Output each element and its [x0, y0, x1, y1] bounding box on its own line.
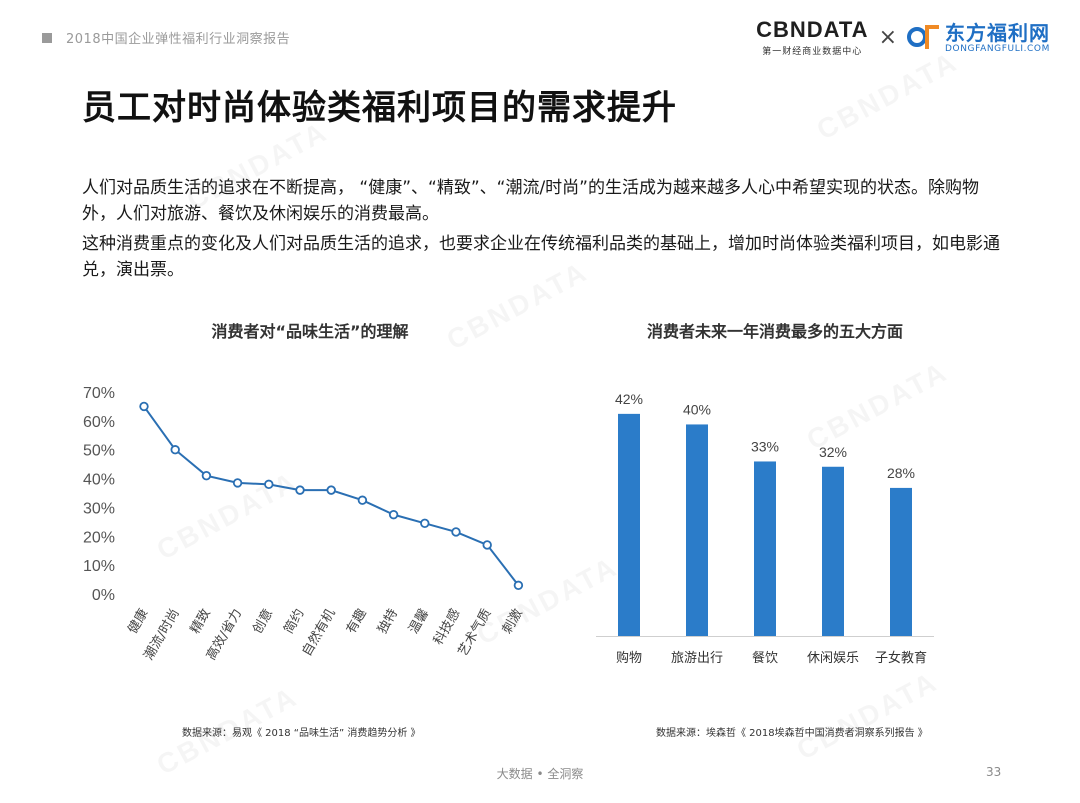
header-square-icon [42, 32, 52, 43]
dongfangfuli-logo-en: DONGFANGFULI.COM [945, 43, 1050, 54]
y-tick-label: 40% [83, 472, 115, 489]
data-point-有趣 [357, 495, 368, 505]
x-tick-label: 旅游出行 [671, 651, 723, 666]
line-chart-title: 消费者对“品味生活”的理解 [211, 322, 409, 341]
intro-paragraph-2: 这种消费重点的变化及人们对品质生活的追求，也要求企业在传统福利品类的基础上，增加… [82, 234, 1000, 280]
x-tick-label: 科技感 [430, 606, 463, 648]
data-point-艺术气质 [482, 540, 492, 550]
y-tick-label: 70% [83, 385, 115, 402]
bar-旅游出行 [686, 424, 708, 636]
data-point-简约 [295, 485, 305, 495]
x-tick-label: 独特 [375, 607, 401, 637]
intro-paragraph-1: 人们对品质生活的追求在不断提高， “健康”、“精致”、“潮流/时尚”的生活成为越… [82, 178, 979, 224]
data-point-科技感 [451, 527, 461, 537]
dongfangfuli-mark-icon [907, 23, 941, 53]
data-point-温馨 [420, 518, 430, 528]
bar-餐饮 [754, 461, 776, 636]
data-point-潮流/时尚 [170, 445, 180, 455]
logo-area: CBNDATA 第一财经商业数据中心 × 东方福利网 DONGFANGFULI.… [756, 17, 1050, 58]
y-tick-label: 60% [83, 414, 115, 431]
x-tick-label: 餐饮 [752, 650, 778, 666]
y-tick-label: 30% [83, 500, 115, 517]
line-chart: 0%10%20%30%40%50%60%70%健康潮流/时尚 精致高效/省力 创意简… [83, 385, 526, 663]
line-series [143, 405, 520, 586]
report-title: 2018中国企业弹性福利行业洞察报告 [66, 32, 291, 47]
bar-chart-source: 数据来源：埃森哲《 2018埃森哲中国消费者洞察系列报告 》 [656, 728, 928, 739]
watermark: CBNDATA [792, 665, 944, 766]
x-tick-label: 简约 [281, 606, 308, 637]
bar-休闲娱乐 [822, 466, 844, 636]
y-tick-label: 10% [83, 558, 115, 575]
cbndata-logo-text: CBNDATA [756, 17, 869, 42]
data-point-刺激 [513, 580, 524, 591]
line-chart-source: 数据来源：易观《 2018 “品味生活” 消费趋势分析 》 [182, 728, 421, 739]
watermark: CBNDATA [812, 45, 964, 146]
report-header: 2018中国企业弹性福利行业洞察报告 [42, 28, 290, 47]
dongfangfuli-logo: 东方福利网 DONGFANGFULI.COM [907, 22, 1050, 54]
data-point-健康 [139, 401, 149, 412]
x-tick-label: 休闲娱乐 [807, 651, 859, 666]
bar-data-label: 33% [751, 438, 779, 454]
y-tick-label: 0% [92, 587, 115, 604]
x-tick-label: 温馨 [405, 606, 432, 637]
bar-子女教育 [890, 487, 912, 636]
y-tick-label: 20% [83, 529, 115, 546]
bar-chart-title: 消费者未来一年消费最多的五大方面 [646, 322, 903, 341]
dongfangfuli-logo-cn: 东方福利网 [945, 20, 1050, 45]
data-point-精致 [201, 470, 212, 481]
x-tick-label: 创意 [249, 606, 276, 637]
data-point-独特 [388, 509, 399, 520]
data-point-创意 [264, 479, 274, 490]
page-number: 33 [986, 765, 1002, 779]
bar-chart: 42% 购物 40% 旅游出行 33% 餐饮 32% 休闲娱乐 28% 子女教育 [596, 391, 934, 666]
x-tick-label: 子女教育 [875, 650, 927, 666]
data-point-自然有机 [326, 485, 336, 495]
cbndata-logo: CBNDATA 第一财经商业数据中心 [756, 17, 869, 58]
x-tick-label: 购物 [616, 650, 642, 666]
x-tick-label: 精致 [188, 607, 214, 637]
x-tick-label: 健康 [125, 606, 152, 637]
bar-data-label: 42% [615, 391, 643, 407]
bar-data-label: 40% [683, 401, 711, 417]
data-point-高效/省力 [232, 478, 243, 488]
cbndata-logo-subtitle: 第一财经商业数据中心 [762, 47, 863, 57]
y-tick-label: 50% [83, 443, 115, 460]
bar-购物 [618, 413, 640, 636]
bar-data-label: 32% [819, 444, 847, 460]
page-title: 员工对时尚体验类福利项目的需求提升 [82, 88, 677, 128]
bar-data-label: 28% [887, 465, 915, 481]
x-tick-label: 刺激 [500, 607, 526, 637]
times-icon: × [878, 24, 897, 50]
x-tick-label: 有趣 [344, 607, 370, 637]
footer-tagline: 大数据 • 全洞察 [496, 767, 584, 781]
